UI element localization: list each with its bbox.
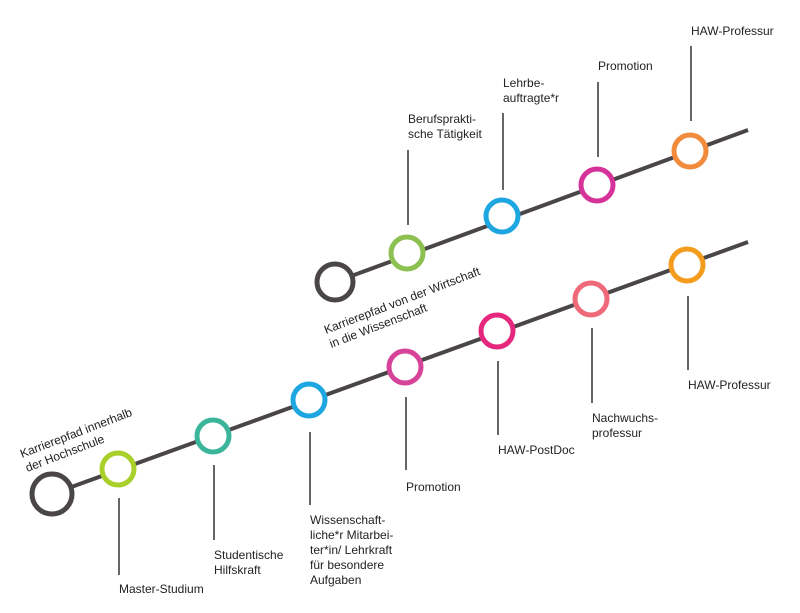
bottom_path-station-label-line: Master-Studium (119, 582, 204, 596)
bottom_path-station-label-line: HAW-PostDoc (498, 443, 575, 457)
bottom_path-station-label-line: Studentische (214, 548, 284, 562)
bottom_path-station-circle (290, 381, 328, 419)
bottom_path-start-circle (29, 471, 75, 517)
bottom_path-station-label: Nachwuchs-professur (592, 411, 658, 440)
bottom_path-station-circle (668, 246, 706, 284)
top_path-station-label: Lehrbe-auftragte*r (503, 76, 559, 105)
bottom_path-station-label-line: Wissenschaft- (310, 513, 385, 527)
bottom_path-station-circle (386, 348, 424, 386)
bottom_path-station-label-line: liche*r Mitarbei- (310, 528, 393, 542)
top_path-station-label: Promotion (598, 59, 653, 73)
bottom_path-station-label: HAW-PostDoc (498, 443, 575, 457)
top_path-station-label-line: Lehrbe- (503, 76, 544, 90)
top_path-station-circle (578, 166, 616, 204)
bottom_path-station-label-line: Promotion (406, 480, 461, 494)
bottom_path-station-label-line: professur (592, 426, 642, 440)
top_path-station-label: Berufsprakti-sche Tätigkeit (408, 112, 482, 141)
bottom_path-station-label-line: Nachwuchs- (592, 411, 658, 425)
top_path-station-label-line: Promotion (598, 59, 653, 73)
bottom_path-station-circle (572, 280, 610, 318)
bottom_path-station-label: HAW-Professur (688, 378, 771, 392)
bottom_path-station-label-line: für besondere (310, 558, 384, 572)
bottom_path-station-circle (478, 312, 516, 350)
top_path-station-circle (483, 197, 521, 235)
top_path-start-circle (314, 261, 356, 303)
top_path-station-circle (671, 132, 709, 170)
top_path-station-label-line: auftragte*r (503, 91, 559, 105)
bottom_path-station-label: Master-Studium (119, 582, 204, 596)
top_path-station-label-line: sche Tätigkeit (408, 127, 482, 141)
top_path-station-circle (388, 234, 426, 272)
bottom_path-station-label-line: Aufgaben (310, 573, 361, 587)
bottom_path-station-label-line: HAW-Professur (688, 378, 771, 392)
bottom_path-station-label: Wissenschaft-liche*r Mitarbei-ter*in/ Le… (310, 513, 393, 587)
bottom_path-station-label: Studentische Hilfskraft (214, 548, 284, 577)
bottom_path-station-label-line: ter*in/ Lehrkraft (310, 543, 393, 557)
bottom_path-station-circle (194, 417, 232, 455)
top_path-station-label-line: Berufsprakti- (408, 112, 476, 126)
top_path-station-label-line: HAW-Professur (691, 24, 774, 38)
bottom_path-station-label-line: Hilfskraft (214, 563, 261, 577)
bottom_path-station-label: Promotion (406, 480, 461, 494)
top_path-station-label: HAW-Professur (691, 24, 774, 38)
bottom_path-station-circle (99, 450, 137, 488)
